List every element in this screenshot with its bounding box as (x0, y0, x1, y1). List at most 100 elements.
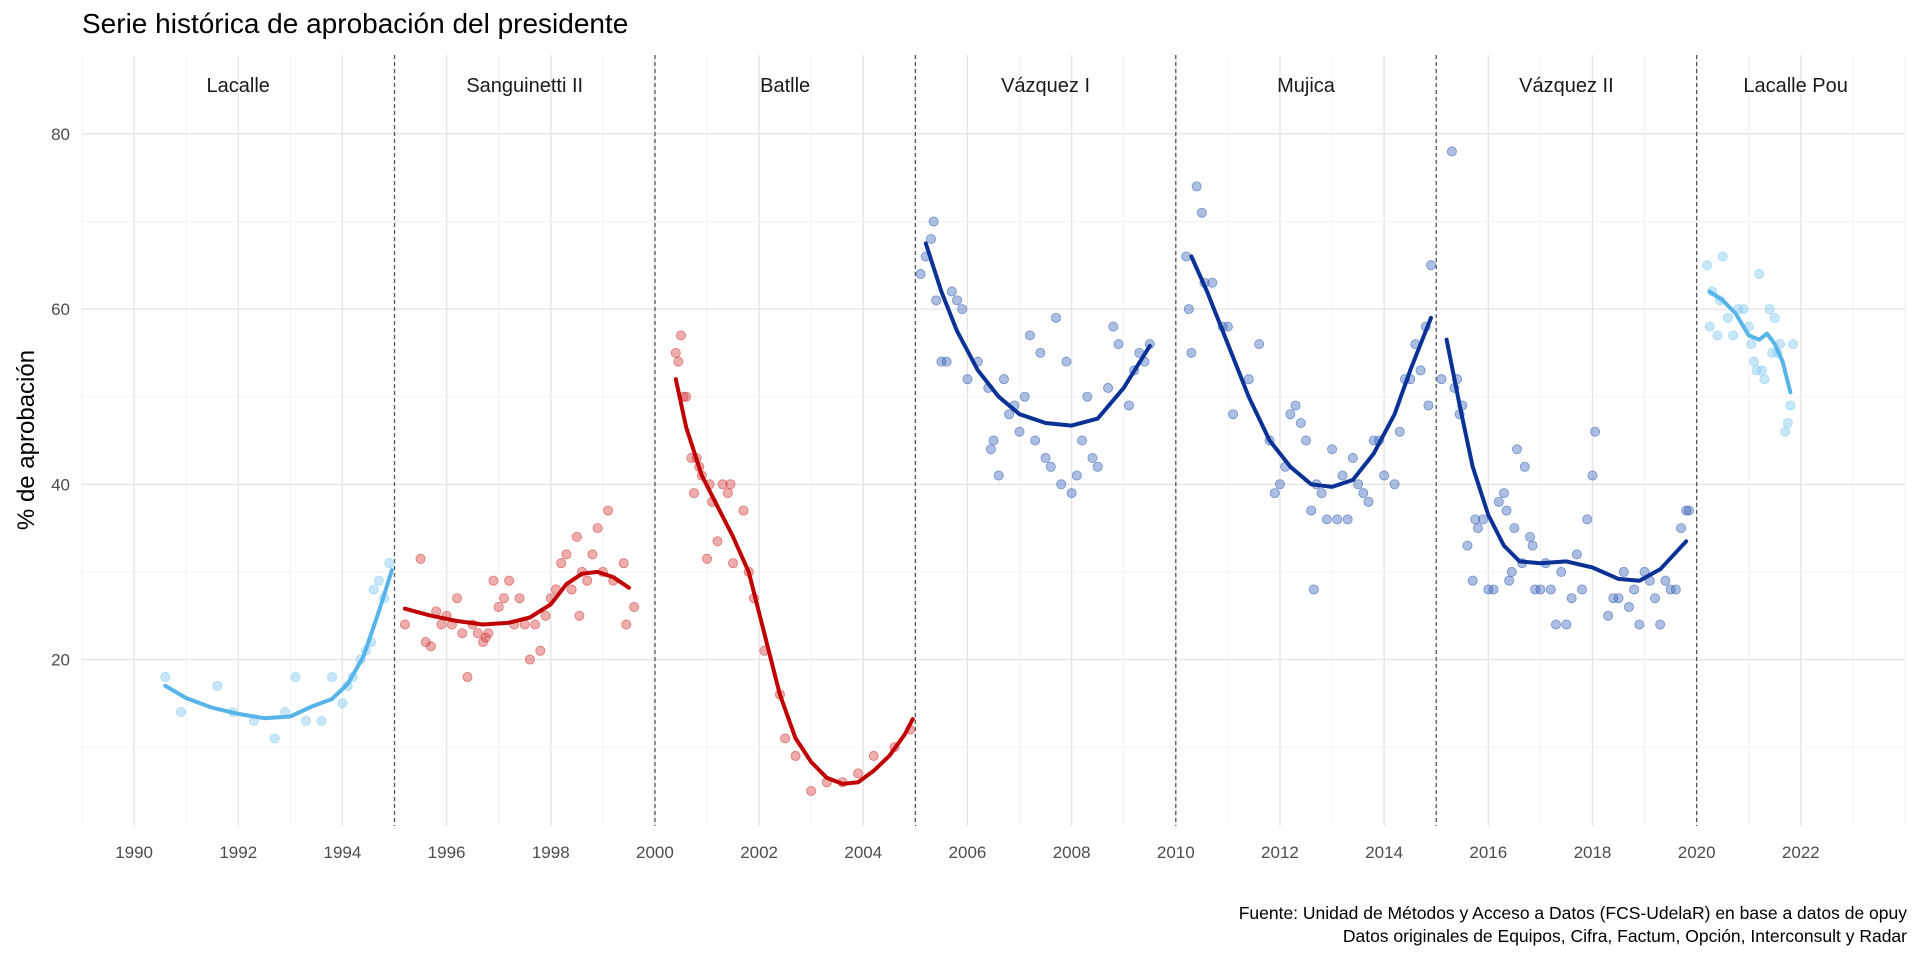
data-point (728, 558, 739, 569)
data-point (1035, 347, 1046, 358)
data-point (1571, 549, 1582, 560)
data-point (337, 698, 348, 709)
data-point (1228, 409, 1239, 420)
data-point (1759, 374, 1770, 385)
data-point (1051, 312, 1062, 323)
data-point (936, 356, 947, 367)
trend-line-4 (1189, 254, 1433, 489)
data-point (1327, 444, 1338, 455)
data-point (1301, 435, 1312, 446)
data-point (629, 601, 640, 612)
data-point (1394, 426, 1405, 437)
term-label: Lacalle Pou (1743, 75, 1848, 97)
data-point (1561, 619, 1572, 630)
data-point (1683, 505, 1694, 516)
data-point (998, 374, 1009, 385)
data-point (952, 295, 963, 306)
axis-labels: Lacalle Sanguinetti II Batlle Vázquez I Muji… (51, 75, 1848, 862)
data-point (1415, 365, 1426, 376)
x-tick-label: 2016 (1469, 843, 1507, 862)
data-point (853, 768, 864, 779)
data-point (988, 435, 999, 446)
data-point (462, 672, 473, 683)
data-point (1623, 601, 1634, 612)
term-label: Vázquez II (1519, 75, 1614, 97)
trend-line-2 (673, 377, 915, 786)
data-point (425, 641, 436, 652)
data-point (738, 505, 749, 516)
data-point (946, 286, 957, 297)
data-point (1379, 470, 1390, 481)
data-point (1254, 339, 1265, 350)
data-point (621, 619, 632, 630)
x-tick-label: 1992 (219, 843, 257, 862)
data-point (452, 593, 463, 604)
data-point (384, 558, 395, 569)
y-tick-label: 80 (51, 125, 70, 144)
data-point (290, 672, 301, 683)
data-point (1269, 488, 1280, 499)
data-point (1483, 584, 1494, 595)
data-point (681, 391, 692, 402)
x-tick-label: 2000 (636, 843, 674, 862)
term-label: Batlle (760, 75, 810, 97)
data-point (670, 347, 681, 358)
data-point (399, 619, 410, 630)
caption-origin: Datos originales de Equipos, Cifra, Fact… (1342, 926, 1907, 946)
data-point (725, 479, 736, 490)
data-point (1071, 470, 1082, 481)
data-point (603, 505, 614, 516)
y-tick-label: 60 (51, 300, 70, 319)
data-point (498, 593, 509, 604)
data-point (993, 470, 1004, 481)
data-point (790, 750, 801, 761)
data-point (1196, 207, 1207, 218)
y-tick-label: 20 (51, 651, 70, 670)
data-point (1782, 417, 1793, 428)
data-point (1603, 610, 1614, 621)
data-point (587, 549, 598, 560)
data-point (561, 549, 572, 560)
trend-line-1 (402, 569, 631, 627)
data-point (1056, 479, 1067, 490)
data-point (1274, 479, 1285, 490)
data-point (1587, 470, 1598, 481)
data-point (1704, 321, 1715, 332)
data-point (592, 523, 603, 534)
data-point (1519, 461, 1530, 472)
data-point (1551, 619, 1562, 630)
data-point (1506, 566, 1517, 577)
data-point (530, 619, 541, 630)
chart-title: Serie histórica de aprobación del presid… (82, 8, 629, 39)
data-point (1019, 391, 1030, 402)
data-point (1748, 356, 1759, 367)
data-point (1488, 584, 1499, 595)
x-tick-label: 2006 (949, 843, 987, 862)
data-point (556, 558, 567, 569)
x-tick-label: 2012 (1261, 843, 1299, 862)
data-point (1123, 400, 1134, 411)
data-point (1426, 260, 1437, 271)
data-point (925, 233, 936, 244)
x-tick-label: 2004 (844, 843, 882, 862)
y-axis-label: % de aprobación (13, 350, 40, 530)
data-point (1207, 277, 1218, 288)
y-tick-label: 40 (51, 475, 70, 494)
data-point (1629, 584, 1640, 595)
data-point (1501, 505, 1512, 516)
data-point (160, 672, 171, 683)
data-point (300, 715, 311, 726)
data-point (493, 601, 504, 612)
data-point (1014, 426, 1025, 437)
data-point (1332, 514, 1343, 525)
x-tick-label: 2018 (1574, 843, 1612, 862)
data-point (1285, 409, 1296, 420)
data-point (1308, 584, 1319, 595)
data-point (702, 553, 713, 564)
data-point (931, 295, 942, 306)
term-label: Lacalle (207, 75, 270, 97)
data-point (1649, 593, 1660, 604)
data-point (373, 575, 384, 586)
caption-source: Fuente: Unidad de Métodos y Acceso a Dat… (1238, 903, 1907, 923)
data-point (1717, 251, 1728, 262)
